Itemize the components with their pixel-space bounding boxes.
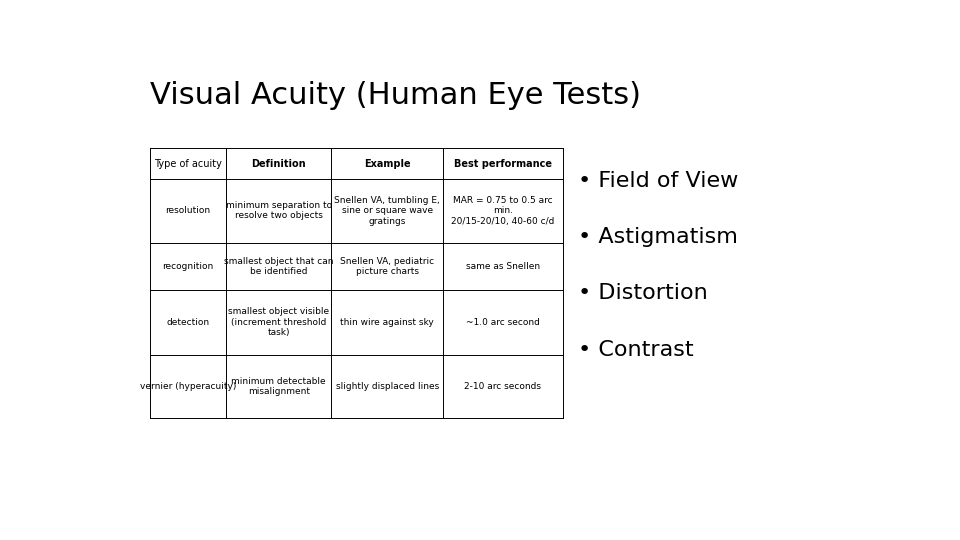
Text: • Astigmatism: • Astigmatism [578,227,737,247]
Text: Snellen VA, pediatric
picture charts: Snellen VA, pediatric picture charts [340,256,434,276]
Text: thin wire against sky: thin wire against sky [340,318,434,327]
Text: Visual Acuity (Human Eye Tests): Visual Acuity (Human Eye Tests) [150,82,640,111]
Text: • Distortion: • Distortion [578,284,708,303]
Text: minimum separation to
resolve two objects: minimum separation to resolve two object… [226,201,332,220]
Text: Type of acuity: Type of acuity [154,159,222,168]
Text: minimum detectable
misalignment: minimum detectable misalignment [231,377,326,396]
Text: slightly displaced lines: slightly displaced lines [336,382,439,391]
Text: Example: Example [364,159,411,168]
Text: resolution: resolution [165,206,210,215]
Text: Definition: Definition [252,159,306,168]
Text: • Field of View: • Field of View [578,171,738,191]
Text: detection: detection [166,318,209,327]
Text: smallest object visible
(increment threshold
task): smallest object visible (increment thres… [228,307,329,337]
Text: vernier (hyperacuity): vernier (hyperacuity) [140,382,236,391]
Text: ~1.0 arc second: ~1.0 arc second [466,318,540,327]
Text: Best performance: Best performance [454,159,552,168]
Text: MAR = 0.75 to 0.5 arc
min.
20/15-20/10, 40-60 c/d: MAR = 0.75 to 0.5 arc min. 20/15-20/10, … [451,196,555,226]
Text: same as Snellen: same as Snellen [466,262,540,271]
Text: • Contrast: • Contrast [578,340,693,360]
Text: smallest object that can
be identified: smallest object that can be identified [224,256,333,276]
Text: Snellen VA, tumbling E,
sine or square wave
gratings: Snellen VA, tumbling E, sine or square w… [334,196,440,226]
Text: recognition: recognition [162,262,213,271]
Text: 2-10 arc seconds: 2-10 arc seconds [465,382,541,391]
